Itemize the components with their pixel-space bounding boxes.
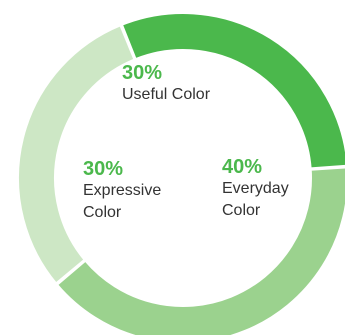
donut-slice-everyday-color xyxy=(55,166,345,335)
segment-label-everyday-color: 40% Everyday Color xyxy=(222,156,289,222)
donut-slice-expressive-color xyxy=(17,24,136,285)
segment-label-expressive-color: 30% Expressive Color xyxy=(83,158,161,224)
segment-name-useful-color: Useful Color xyxy=(122,86,211,103)
donut-slice-useful-color xyxy=(120,12,345,170)
segment-name-everyday-color: Everyday Color xyxy=(222,180,289,219)
segment-label-useful-color: 30% Useful Color xyxy=(122,62,210,106)
segment-pct-useful-color: 30% xyxy=(122,62,163,84)
segment-name-expressive-color: Expressive Color xyxy=(83,182,162,221)
segment-pct-expressive-color: 30% xyxy=(83,158,124,180)
segment-pct-everyday-color: 40% xyxy=(222,156,263,178)
